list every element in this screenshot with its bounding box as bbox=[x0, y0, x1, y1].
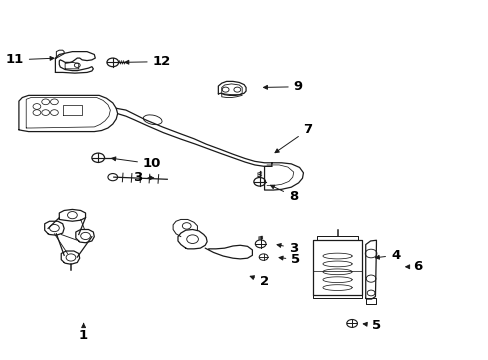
Text: 9: 9 bbox=[263, 80, 302, 93]
Text: 5: 5 bbox=[279, 253, 300, 266]
Text: 7: 7 bbox=[274, 123, 312, 153]
Text: 2: 2 bbox=[250, 275, 268, 288]
Text: 8: 8 bbox=[270, 185, 298, 203]
Text: 12: 12 bbox=[124, 55, 171, 68]
Text: 10: 10 bbox=[112, 157, 161, 170]
Text: 5: 5 bbox=[363, 319, 380, 332]
Text: 1: 1 bbox=[79, 324, 88, 342]
Text: 3: 3 bbox=[277, 242, 298, 255]
Text: 11: 11 bbox=[5, 53, 54, 66]
Text: 4: 4 bbox=[375, 249, 400, 262]
Text: 6: 6 bbox=[405, 260, 421, 273]
Text: 3: 3 bbox=[133, 171, 153, 184]
